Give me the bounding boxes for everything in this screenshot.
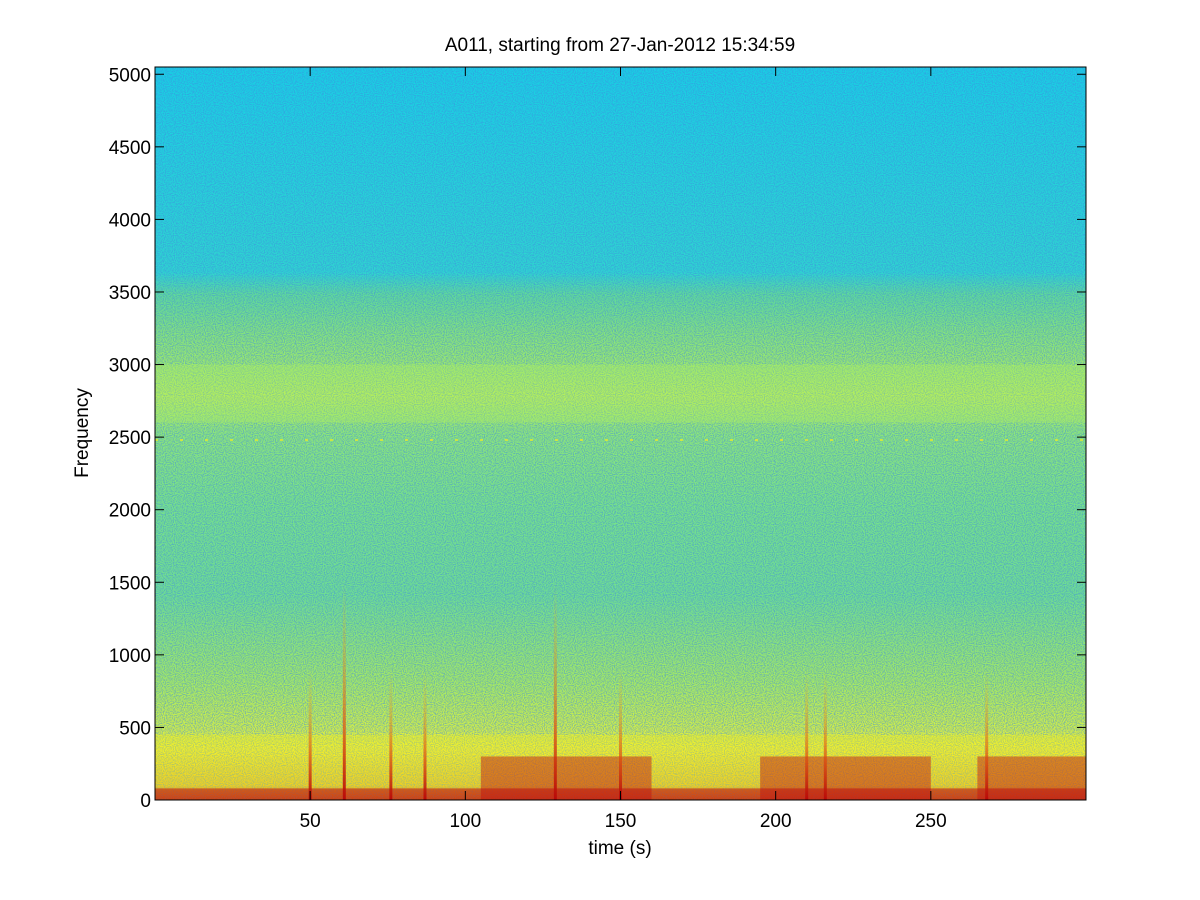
y-axis: 0 500 1000 1500 2000 2500 3000 3500 4000 4500 5000 bbox=[109, 65, 1086, 812]
transient-0 bbox=[308, 669, 312, 800]
y-axis-label: Frequency bbox=[72, 388, 93, 478]
x-tick-label: 250 bbox=[915, 811, 947, 832]
x-tick-label: 150 bbox=[605, 811, 637, 832]
x-axis: 50 100 150 200 250 bbox=[300, 67, 947, 832]
transient-4 bbox=[553, 582, 557, 800]
transient-2 bbox=[389, 669, 393, 800]
x-tick-label: 50 bbox=[300, 811, 321, 832]
plot-area bbox=[155, 67, 1086, 800]
y-tick-label: 4500 bbox=[109, 138, 151, 159]
y-tick-label: 2000 bbox=[109, 501, 151, 522]
chart-title: A011, starting from 27-Jan-2012 15:34:59 bbox=[445, 35, 795, 56]
y-tick-label: 1000 bbox=[109, 646, 151, 667]
x-tick-label: 100 bbox=[449, 811, 481, 832]
transient-6 bbox=[805, 669, 809, 800]
transient-1 bbox=[342, 582, 346, 800]
transient-5 bbox=[619, 669, 622, 800]
y-tick-label: 3000 bbox=[109, 356, 151, 377]
y-tick-label: 500 bbox=[119, 718, 151, 739]
y-tick-label: 0 bbox=[140, 791, 151, 812]
y-tick-label: 1500 bbox=[109, 573, 151, 594]
x-tick-label: 200 bbox=[760, 811, 792, 832]
y-tick-label: 3500 bbox=[109, 283, 151, 304]
x-axis-label: time (s) bbox=[588, 838, 651, 859]
transient-8 bbox=[985, 669, 989, 800]
transient-3 bbox=[423, 669, 427, 800]
y-tick-label: 4000 bbox=[109, 210, 151, 231]
y-tick-label: 5000 bbox=[109, 65, 151, 86]
high-frequency-band bbox=[155, 364, 1086, 423]
y-tick-label: 2500 bbox=[109, 428, 151, 449]
transient-7 bbox=[823, 669, 827, 800]
